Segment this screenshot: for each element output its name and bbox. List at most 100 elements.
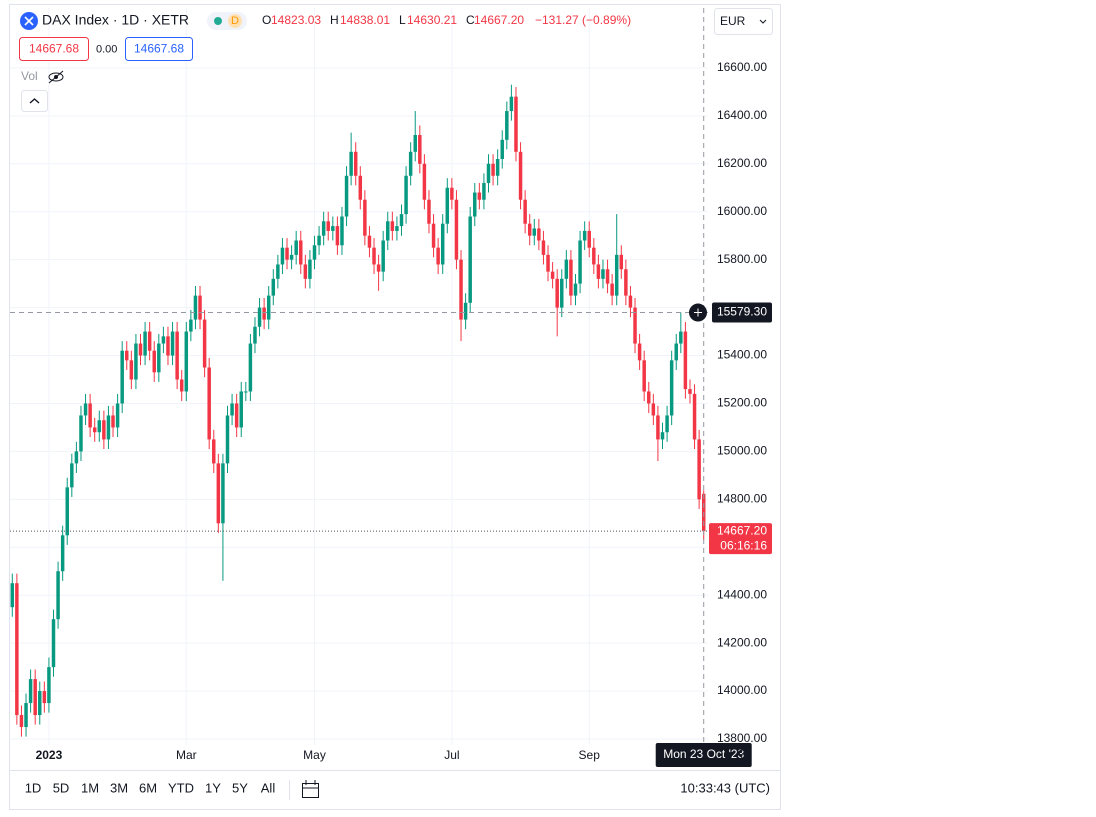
candle-body — [47, 667, 51, 704]
candle-body — [408, 151, 413, 176]
hide-icon[interactable] — [48, 70, 64, 84]
candle-body — [413, 135, 417, 152]
timeframe-button[interactable]: 1M — [81, 780, 99, 795]
timeframe-button[interactable]: YTD — [168, 780, 194, 795]
timeframe-button[interactable]: 6M — [139, 780, 157, 795]
candle-body — [70, 463, 74, 488]
candle-body — [596, 264, 601, 279]
candle-body — [24, 703, 28, 728]
candle-body — [642, 360, 646, 392]
candle-body — [454, 199, 459, 260]
x-tick-label: Mar — [176, 748, 197, 762]
candle-body — [147, 331, 152, 351]
collapse-icon — [29, 98, 40, 104]
candle-body — [564, 259, 569, 279]
candle-body — [125, 350, 129, 361]
currency-button[interactable] — [714, 8, 773, 35]
x-tick-label: May — [303, 748, 326, 762]
candle-body — [637, 343, 642, 361]
candle-body — [280, 247, 285, 265]
timeframe-button[interactable]: 1Y — [205, 780, 221, 795]
crosshair-price-box — [712, 302, 772, 323]
candle-body — [614, 254, 619, 296]
clock[interactable]: 10:33:43 (UTC) — [680, 780, 770, 795]
candle-body — [10, 583, 15, 608]
candle-body — [285, 247, 289, 260]
y-tick-label: 15000.00 — [717, 444, 767, 458]
candle-body — [367, 235, 372, 248]
timeframe-button[interactable]: 1D — [25, 780, 42, 795]
ask-box[interactable] — [125, 37, 193, 61]
y-tick-label: 13800.00 — [717, 731, 767, 745]
candle-body — [115, 403, 120, 428]
timeframe-button[interactable]: All — [261, 780, 276, 795]
collapse-button[interactable] — [21, 90, 48, 112]
candle-body — [111, 415, 115, 428]
currency-caret — [759, 19, 767, 24]
candle-body — [514, 96, 518, 152]
candle-body — [683, 331, 688, 390]
badge: D — [231, 15, 239, 27]
candle-body — [134, 343, 138, 380]
y-tick-label: 16200.00 — [717, 156, 767, 170]
candle-body — [353, 151, 358, 176]
candle-body — [248, 343, 253, 392]
candle-body — [372, 247, 376, 265]
candle-body — [679, 331, 683, 344]
candle-body — [390, 221, 395, 231]
candle-body — [193, 295, 198, 320]
candle-body — [363, 199, 367, 236]
candle-body — [541, 240, 546, 255]
candle-body — [317, 235, 321, 246]
date-range-icon[interactable] — [302, 780, 319, 798]
candle-body — [477, 192, 482, 200]
bid-box[interactable] — [19, 37, 89, 61]
y-tick-label: 15200.00 — [717, 396, 767, 410]
candle-body — [399, 214, 404, 227]
candle-body — [184, 331, 189, 392]
last-price-box — [709, 523, 772, 555]
open-value: 14823.03 — [271, 13, 321, 27]
x-tick-label: Sep — [579, 748, 601, 762]
candle-body — [244, 391, 248, 393]
ohlc-legend: O14823.03 H14838.01 L14630.21 C14667.20 … — [262, 13, 631, 27]
bottom-toolbar: 1D 5D 1M 3M 6M YTD 1Y 5Y All — [25, 780, 276, 795]
candle-body — [179, 379, 184, 392]
candle-body — [560, 278, 564, 308]
y-tick-label: 16600.00 — [717, 60, 767, 74]
symbol-title[interactable]: DAX Index · 1D · XETR — [42, 12, 189, 28]
y-tick-label: 14000.00 — [717, 683, 767, 697]
timeframe-button[interactable]: 3M — [110, 780, 128, 795]
timeframe-button[interactable]: 5D — [53, 780, 70, 795]
close-value: 14667.20 — [474, 13, 524, 27]
x-tick-label: 2023 — [36, 748, 63, 762]
candle-body — [468, 216, 472, 303]
candle-body — [230, 403, 234, 416]
candle-body — [143, 331, 147, 356]
crosshair-date-label: Mon 23 Oct '23 — [663, 747, 744, 761]
candle-body — [427, 199, 431, 224]
candle-body — [79, 415, 83, 452]
candle-body — [326, 221, 330, 231]
widget-frame — [9, 4, 781, 810]
candle-body — [569, 259, 573, 296]
settings-icon[interactable] — [736, 749, 750, 763]
candle-body — [175, 331, 179, 380]
candle-body — [431, 223, 436, 248]
candle-body — [495, 158, 500, 176]
candle-body — [582, 230, 587, 241]
timeframe-button[interactable]: 5Y — [232, 780, 248, 795]
candle-body — [198, 295, 202, 320]
candle-body — [289, 254, 294, 260]
candle-body — [65, 487, 69, 536]
candle-body — [170, 331, 175, 356]
candle-body — [212, 439, 216, 464]
candle-body — [527, 223, 532, 236]
candle-body — [482, 182, 486, 200]
candle-body — [422, 163, 427, 200]
candle-body — [518, 151, 523, 200]
candle-body — [628, 295, 633, 308]
candle-body — [669, 360, 674, 416]
